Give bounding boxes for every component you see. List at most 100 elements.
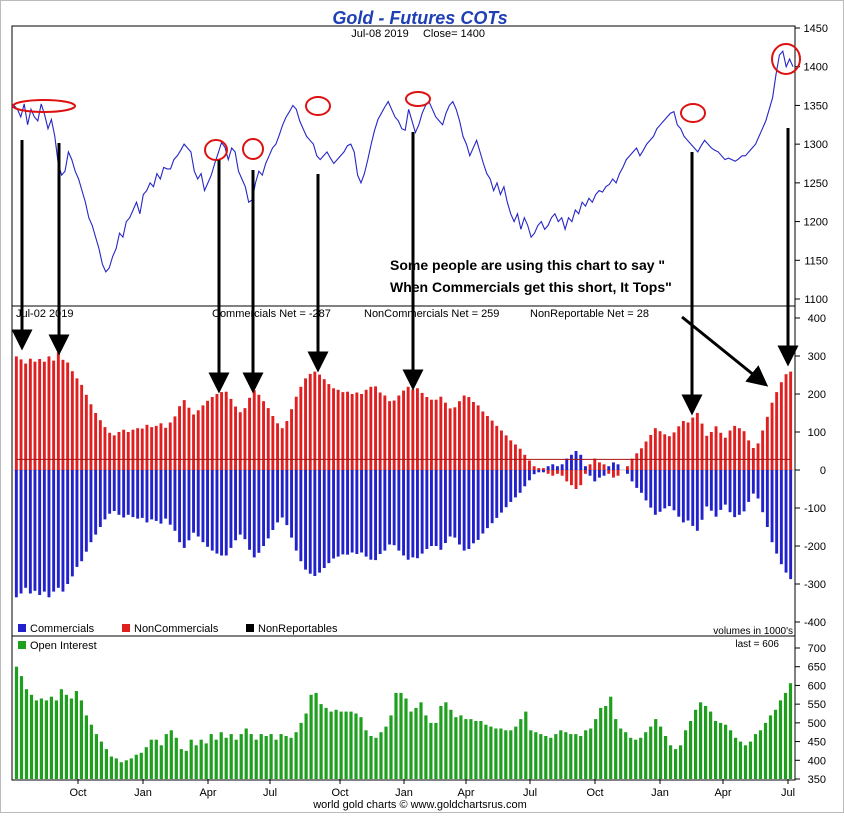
noncommercials-bar (681, 421, 685, 470)
noncommercials-bar (364, 389, 368, 470)
open-interest-bar (514, 726, 518, 779)
open-interest-bar (349, 711, 353, 779)
commercials-bar (425, 470, 429, 549)
commercials-bar (24, 470, 28, 588)
commercials-bar (108, 470, 112, 514)
noncommercials-bar (532, 466, 536, 470)
oi-y-tick-label: 400 (808, 755, 826, 767)
commercials-bar (411, 470, 415, 558)
commercials-bar (70, 470, 74, 577)
legend-swatch-noncommercials (122, 624, 130, 632)
noncommercials-bar (402, 390, 405, 470)
open-interest-bar (659, 726, 663, 779)
commercials-bar (168, 470, 172, 525)
open-interest-bar (788, 683, 793, 779)
noncommercials-bar (658, 431, 662, 470)
open-interest-bar (449, 709, 453, 779)
open-interest-bar (494, 728, 498, 779)
noncommercials-bar (579, 470, 583, 486)
commercials-bar (131, 470, 135, 518)
noncommercials-bar (747, 440, 751, 470)
open-interest-bar (534, 732, 538, 779)
open-interest-bar (179, 749, 183, 779)
open-interest-bar (79, 700, 83, 779)
noncommercials-bar (42, 361, 46, 470)
commercials-bar (355, 470, 359, 554)
noncommercials-bar (672, 432, 676, 470)
commercials-bar (653, 470, 657, 515)
commercials-bar (42, 470, 46, 592)
commercials-bar (546, 466, 550, 470)
noncommercials-bar (626, 466, 629, 470)
commercials-bar (434, 470, 438, 546)
commercials-bar (28, 470, 32, 594)
commercials-bar (500, 470, 503, 513)
open-interest-bar (84, 715, 88, 779)
commercials-bar (574, 451, 578, 470)
commercials-bar (392, 470, 396, 546)
noncommercials-bar (686, 422, 690, 470)
open-interest-bar (699, 702, 703, 779)
noncommercials-bar (145, 424, 149, 470)
noncommercials-bar (411, 389, 415, 470)
commercials-bar (551, 464, 555, 470)
noncommercials-bar (196, 410, 200, 470)
oi-last-value: last = 606 (735, 639, 779, 650)
commercials-bar (458, 470, 461, 545)
open-interest-bar (444, 702, 448, 779)
cot-y-tick-label: 0 (820, 465, 826, 477)
open-interest-bar (569, 734, 573, 779)
commercials-bar (607, 466, 611, 470)
noncommercials-bar (756, 443, 760, 470)
noncommercials-bar (737, 428, 741, 470)
open-interest-bar (199, 739, 203, 779)
noncommercials-bar (98, 420, 102, 470)
commercials-bar (318, 470, 321, 573)
open-interest-bar (49, 696, 53, 779)
open-interest-bar (399, 692, 403, 779)
open-interest-bar (474, 721, 478, 779)
open-interest-bar (758, 730, 763, 779)
annotation-circle (242, 138, 264, 160)
commercials-bar (290, 470, 293, 538)
noncommercials-bar (630, 458, 634, 470)
open-interest-bar (624, 732, 628, 779)
x-tick-label: Jan (134, 787, 152, 799)
annotation-line-1: Some people are using this chart to say … (390, 257, 665, 273)
annotation-circle (771, 43, 801, 75)
open-interest-bar (234, 739, 238, 779)
noncommercials-bar (187, 407, 191, 470)
commercials-bar (33, 470, 37, 591)
commercials-bar (136, 470, 140, 519)
commercials-bar (220, 470, 223, 556)
commercials-bar (518, 470, 522, 493)
noncommercials-bar (369, 386, 373, 470)
commercials-bar (322, 470, 326, 568)
cot-y-tick-label: -400 (804, 617, 826, 629)
legend-swatch-open-interest (18, 641, 26, 649)
noncommercials-bar (84, 394, 88, 470)
commercials-bar (700, 470, 704, 520)
legend-swatch-nonreportables (246, 624, 254, 632)
commercials-bar (299, 470, 303, 562)
commercials-bar (640, 470, 643, 493)
commercials-bar (584, 466, 587, 470)
open-interest-bar (164, 734, 168, 779)
oi-y-tick-label: 650 (808, 662, 826, 674)
noncommercials-bar (514, 444, 517, 470)
commercials-bar (266, 470, 270, 539)
cot-y-tick-label: 100 (808, 427, 826, 439)
noncommercials-bar (420, 392, 424, 470)
oi-y-tick-label: 500 (808, 718, 826, 730)
open-interest-bar (743, 745, 748, 779)
noncommercials-bar (542, 468, 545, 470)
open-interest-bar (219, 732, 223, 779)
oi-y-tick-label: 600 (808, 680, 826, 692)
commercials-bar (667, 470, 671, 507)
noncommercials-bar (178, 406, 181, 470)
commercials-bar (761, 470, 765, 513)
commercials-bar (686, 470, 690, 521)
x-tick-label: Jul (523, 787, 537, 799)
cot-y-tick-label: 200 (808, 389, 826, 401)
